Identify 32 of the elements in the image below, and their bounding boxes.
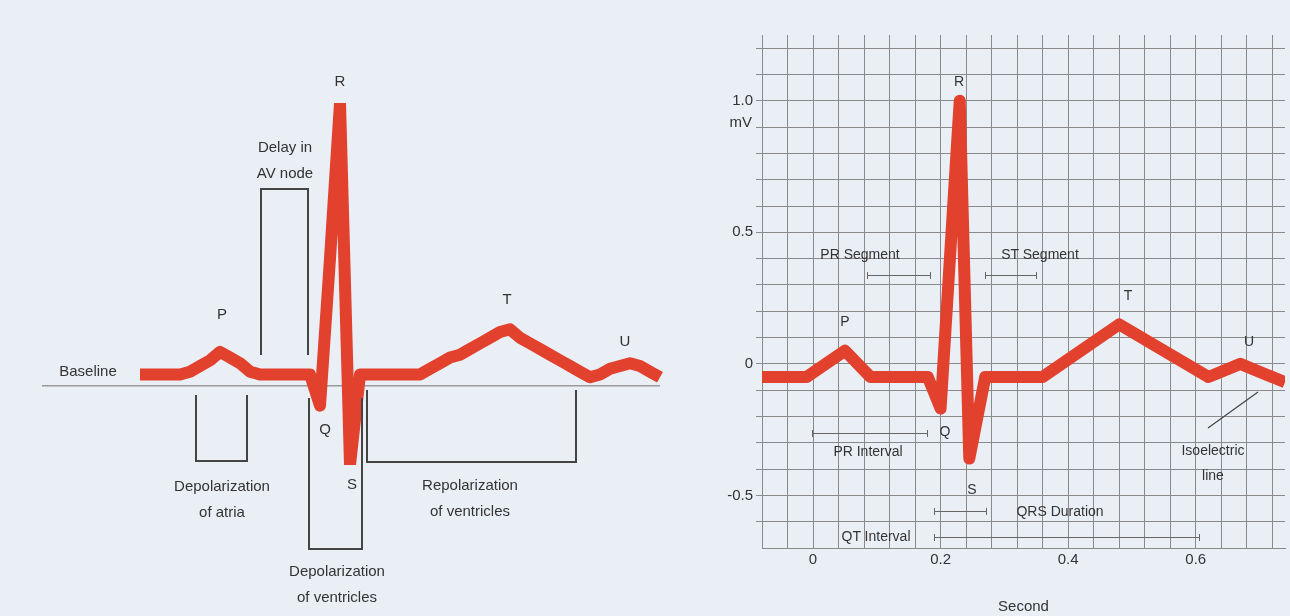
annotation: P [216, 305, 228, 323]
text: Depolarization of atria [174, 477, 270, 521]
text: Repolarization of ventricles [422, 476, 518, 520]
y-tick-label: -0.5 [727, 485, 753, 503]
text: S [346, 475, 358, 493]
annotation: U [1243, 332, 1255, 349]
text: R [334, 72, 346, 90]
annotation: R [953, 72, 965, 89]
annotation: Delay in AV node [256, 138, 314, 182]
text: Baseline [59, 362, 117, 380]
x-axis-title: Second [998, 597, 1049, 615]
annotation: ST Segment [1001, 245, 1079, 262]
annotation: PR Segment [820, 245, 900, 262]
x-tick-label: 0 [808, 550, 818, 568]
y-axis-title: mV [729, 112, 752, 130]
annotation: Q [319, 420, 331, 438]
annotation: P [840, 312, 850, 329]
annotation: U [619, 332, 631, 350]
annotation: T [1123, 286, 1133, 303]
annotation: PR Interval [833, 442, 903, 459]
annotation: S [967, 480, 977, 497]
x-tick-label: 0.2 [930, 550, 952, 568]
y-tick-label: 0.5 [732, 222, 753, 240]
annotation: QT Interval [841, 527, 911, 544]
x-tick-label: 0.6 [1185, 550, 1207, 568]
annotation: T [502, 290, 512, 308]
x-tick-label: 0.4 [1057, 550, 1079, 568]
y-tick-label: 0 [744, 353, 753, 371]
annotation: QRS Duration [1016, 502, 1104, 519]
text: Depolarization of ventricles [289, 562, 385, 606]
y-tick-label: 1.0 [732, 90, 753, 108]
annotation: Q [939, 422, 951, 439]
